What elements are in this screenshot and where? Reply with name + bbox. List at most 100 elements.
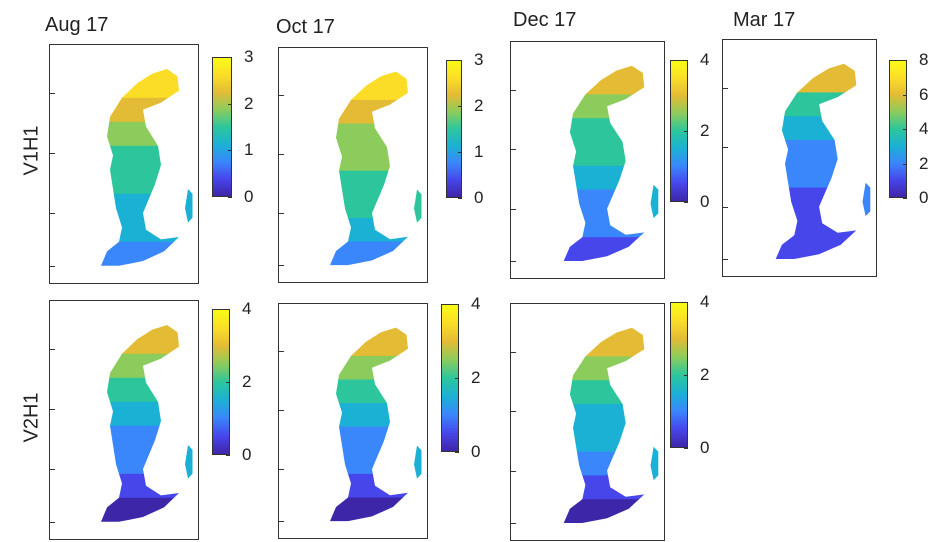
- colorbar-tick-label: 0: [471, 442, 481, 461]
- lake-region: [563, 142, 645, 167]
- axis-tick: [50, 522, 55, 523]
- lake-region: [101, 193, 179, 219]
- colorbar-tick: [228, 150, 232, 151]
- colorbar-tick: [228, 104, 232, 105]
- island-region: [650, 184, 659, 219]
- lake-region: [775, 235, 857, 259]
- lake-region: [330, 426, 408, 451]
- island-region: [650, 446, 659, 481]
- axis-tick: [279, 521, 284, 522]
- colorbar-tick-label: 1: [244, 140, 254, 159]
- lake-region: [563, 404, 645, 429]
- lake-region: [101, 497, 179, 522]
- axis-tick: [723, 207, 728, 208]
- lake-region: [563, 475, 645, 500]
- lake-region: [775, 92, 857, 117]
- colorbar-tick-label: 4: [471, 294, 481, 313]
- colorbar-tick-label: 1: [474, 142, 484, 161]
- colorbar-tick-label: 0: [700, 438, 710, 457]
- lake-region: [330, 147, 408, 172]
- colorbar: [446, 60, 462, 198]
- map-panel: [49, 300, 199, 540]
- axis-tick: [511, 90, 516, 91]
- island-region: [414, 445, 422, 479]
- lake-region: [330, 194, 408, 219]
- map-panel: [510, 303, 665, 541]
- lake-region: [775, 187, 857, 212]
- colorbar-tick: [458, 106, 462, 107]
- colorbar-tick-label: 4: [700, 292, 710, 311]
- colorbar-tick-label: 0: [700, 192, 710, 211]
- colorbar-tick: [903, 198, 907, 199]
- colorbar-tick-label: 2: [700, 365, 710, 384]
- lake-region: [101, 69, 179, 99]
- lake-region: [330, 355, 408, 380]
- lake-region: [101, 97, 179, 123]
- lake-region: [330, 241, 408, 266]
- lake-region: [330, 473, 408, 498]
- lake-region: [101, 473, 179, 499]
- axis-tick: [50, 153, 55, 154]
- colorbar-tick-label: 2: [474, 96, 484, 115]
- island-region: [185, 445, 193, 479]
- colorbar-tick-label: 2: [244, 94, 254, 113]
- colorbar-tick: [458, 60, 462, 61]
- lake-region: [775, 63, 857, 93]
- lake-region: [101, 353, 179, 379]
- colorbar-tick: [684, 60, 688, 61]
- island-region: [185, 189, 193, 223]
- colorbar-tick-label: 4: [242, 299, 252, 318]
- colorbar-tick: [684, 375, 688, 376]
- colorbar: [212, 57, 232, 197]
- axis-tick: [279, 469, 284, 470]
- colorbar-tick-label: 3: [244, 47, 254, 66]
- lake-region: [563, 118, 645, 143]
- lake-region: [775, 116, 857, 141]
- lake-map: [563, 65, 659, 261]
- lake-map: [563, 327, 659, 523]
- column-title: Dec 17: [513, 9, 577, 31]
- axis-tick: [50, 469, 55, 470]
- axis-tick: [50, 93, 55, 94]
- lake-region: [101, 377, 179, 403]
- lake-region: [330, 497, 408, 522]
- lake-region: [563, 213, 645, 238]
- map-panel: [510, 41, 665, 279]
- lake-region: [101, 425, 179, 451]
- axis-tick: [279, 351, 284, 352]
- axis-tick: [50, 349, 55, 350]
- lake-region: [775, 140, 857, 165]
- lake-region: [330, 403, 408, 428]
- lake-region: [101, 145, 179, 171]
- colorbar-tick-label: 0: [244, 187, 254, 206]
- map-panel: [278, 303, 428, 539]
- lake-region: [563, 499, 645, 523]
- axis-tick: [723, 88, 728, 89]
- lake-region: [775, 211, 857, 236]
- row-title: V1H1: [20, 125, 43, 176]
- colorbar-tick-label: 8: [919, 50, 929, 69]
- lake-region: [330, 327, 408, 357]
- map-panel: [722, 39, 877, 277]
- lake-region: [101, 121, 179, 147]
- colorbar-tick: [226, 382, 230, 383]
- colorbar-tick-label: 2: [919, 154, 929, 173]
- column-title: Aug 17: [45, 14, 109, 36]
- colorbar-tick: [226, 309, 230, 310]
- axis-tick: [279, 154, 284, 155]
- lake-region: [330, 170, 408, 195]
- column-title: Oct 17: [276, 16, 335, 38]
- colorbar-tick-label: 0: [474, 188, 484, 207]
- lake-region: [563, 237, 645, 261]
- axis-tick: [511, 352, 516, 353]
- lake-map: [775, 63, 871, 259]
- lake-map: [330, 327, 422, 522]
- axis-tick: [723, 147, 728, 148]
- lake-region: [330, 217, 408, 242]
- axis-tick: [279, 213, 284, 214]
- colorbar-tick: [228, 57, 232, 58]
- lake-region: [563, 94, 645, 119]
- colorbar-tick-label: 4: [919, 119, 929, 138]
- colorbar-tick: [455, 452, 459, 453]
- colorbar-tick: [228, 197, 232, 198]
